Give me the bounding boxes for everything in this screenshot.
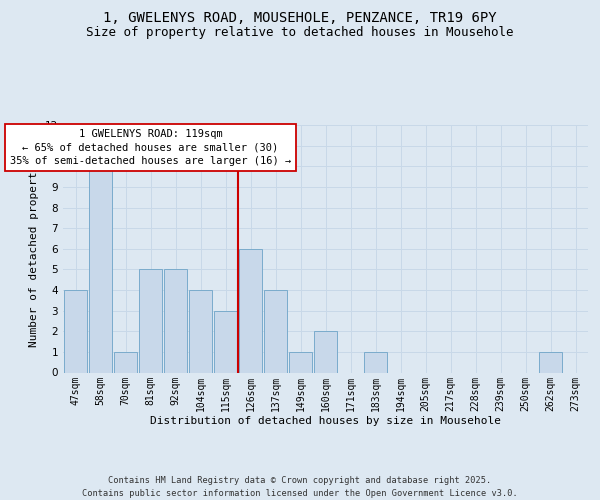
Bar bbox=[164, 270, 187, 372]
Bar bbox=[114, 352, 137, 372]
Bar bbox=[289, 352, 312, 372]
Bar bbox=[539, 352, 562, 372]
Bar bbox=[189, 290, 212, 372]
Bar bbox=[139, 270, 162, 372]
X-axis label: Distribution of detached houses by size in Mousehole: Distribution of detached houses by size … bbox=[150, 416, 501, 426]
Bar bbox=[314, 331, 337, 372]
Bar bbox=[64, 290, 87, 372]
Text: Size of property relative to detached houses in Mousehole: Size of property relative to detached ho… bbox=[86, 26, 514, 39]
Bar bbox=[264, 290, 287, 372]
Text: 1, GWELENYS ROAD, MOUSEHOLE, PENZANCE, TR19 6PY: 1, GWELENYS ROAD, MOUSEHOLE, PENZANCE, T… bbox=[103, 11, 497, 25]
Bar bbox=[89, 166, 112, 372]
Bar bbox=[239, 248, 262, 372]
Text: 1 GWELENYS ROAD: 119sqm
← 65% of detached houses are smaller (30)
35% of semi-de: 1 GWELENYS ROAD: 119sqm ← 65% of detache… bbox=[10, 129, 291, 166]
Y-axis label: Number of detached properties: Number of detached properties bbox=[29, 151, 40, 346]
Bar bbox=[364, 352, 387, 372]
Text: Contains HM Land Registry data © Crown copyright and database right 2025.
Contai: Contains HM Land Registry data © Crown c… bbox=[82, 476, 518, 498]
Bar bbox=[214, 310, 237, 372]
